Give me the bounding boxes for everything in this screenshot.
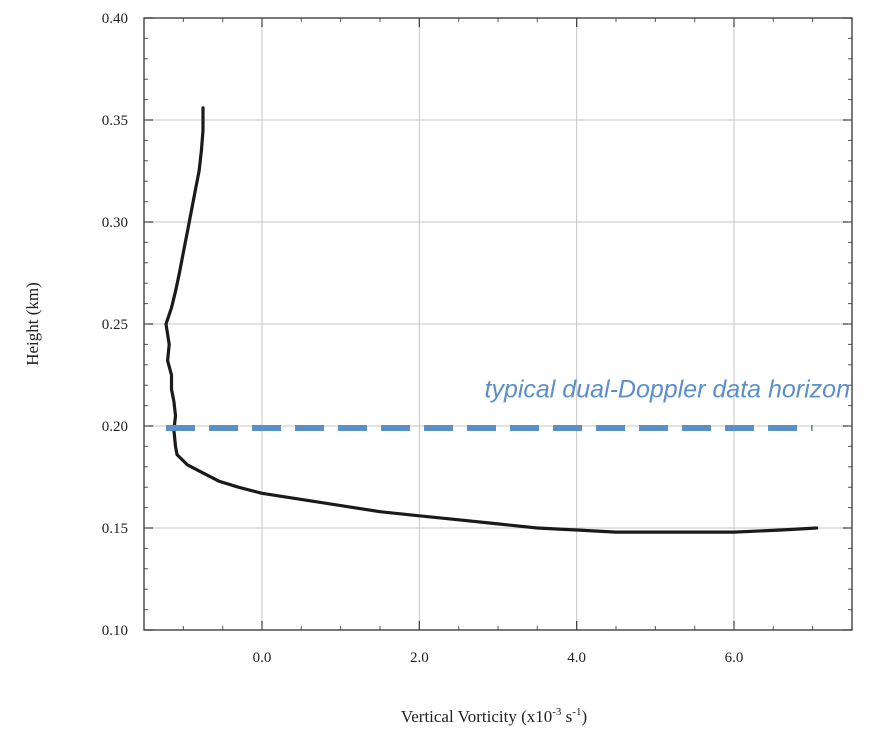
x-tick-label: 2.0 [410, 650, 429, 666]
data-horizon-annotation: typical dual-Doppler data horizon [485, 375, 851, 403]
y-tick-label: 0.20 [102, 419, 128, 435]
y-axis-title: Height (km) [23, 282, 42, 366]
x-tick-label: 0.0 [253, 650, 272, 666]
y-tick-label: 0.25 [102, 317, 128, 333]
x-tick-labels: 0.0 2.0 4.0 6.0 [253, 650, 744, 666]
y-tick-label: 0.40 [102, 11, 128, 27]
y-tick-label: 0.35 [102, 113, 128, 129]
x-axis-title-main: Vertical Vorticity (x10 [401, 707, 552, 726]
x-axis-title-exponent-2: -1 [572, 706, 581, 718]
x-tick-label: 6.0 [725, 650, 744, 666]
x-axis-title-close: ) [581, 707, 587, 726]
y-tick-label: 0.10 [102, 623, 128, 639]
x-axis-title: Vertical Vorticity (x10-3 s-1) [401, 706, 587, 726]
y-tick-label: 0.15 [102, 521, 128, 537]
y-tick-label: 0.30 [102, 215, 128, 231]
y-tick-labels: 0.10 0.15 0.20 0.25 0.30 0.35 0.40 [102, 11, 128, 639]
x-axis-title-units: s [561, 707, 572, 726]
x-tick-label: 4.0 [567, 650, 586, 666]
